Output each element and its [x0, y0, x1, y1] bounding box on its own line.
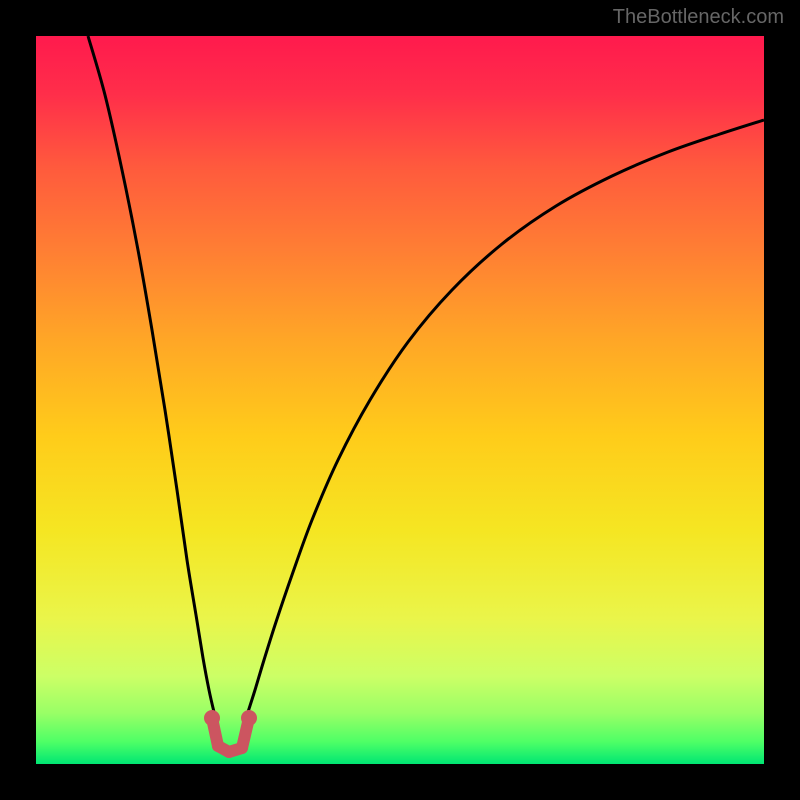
chart-container: TheBottleneck.com — [0, 0, 800, 800]
marker-dot — [241, 710, 257, 726]
marker-dot — [204, 710, 220, 726]
chart-svg — [0, 0, 800, 800]
attribution-text: TheBottleneck.com — [613, 6, 784, 29]
plot-background — [36, 36, 764, 764]
